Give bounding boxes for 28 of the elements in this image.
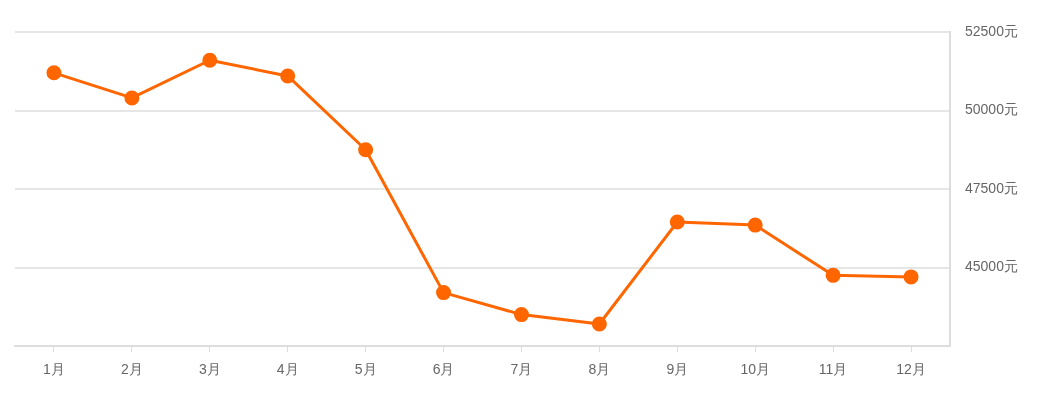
point (280, 68, 296, 84)
x-tick-label: 9月 (666, 361, 689, 378)
point (46, 65, 62, 81)
point (903, 269, 919, 285)
point (358, 142, 374, 158)
y-tick-label: 47500元 (965, 179, 1018, 196)
point (591, 316, 607, 332)
y-tick-label: 50000元 (965, 101, 1018, 118)
y-tick-label: 52500元 (965, 22, 1018, 39)
point (436, 285, 452, 301)
point (747, 217, 763, 233)
point (124, 90, 140, 106)
x-tick-label: 2月 (120, 361, 143, 378)
x-tick-label: 7月 (510, 361, 533, 378)
x-tick-label: 6月 (432, 361, 455, 378)
point (825, 267, 841, 283)
x-tick-label: 1月 (43, 361, 65, 378)
y-tick-label: 45000元 (965, 258, 1018, 275)
point (513, 307, 529, 323)
x-tick-label: 3月 (198, 361, 221, 378)
point (669, 214, 685, 230)
x-tick-label: 8月 (588, 361, 611, 378)
x-tick-label: 10月 (740, 361, 770, 378)
x-tick-label: 4月 (276, 361, 299, 378)
x-tick-label: 12月 (896, 361, 926, 378)
x-tick-label: 5月 (354, 361, 377, 378)
point (202, 52, 218, 68)
x-tick-label: 11月 (818, 361, 848, 378)
